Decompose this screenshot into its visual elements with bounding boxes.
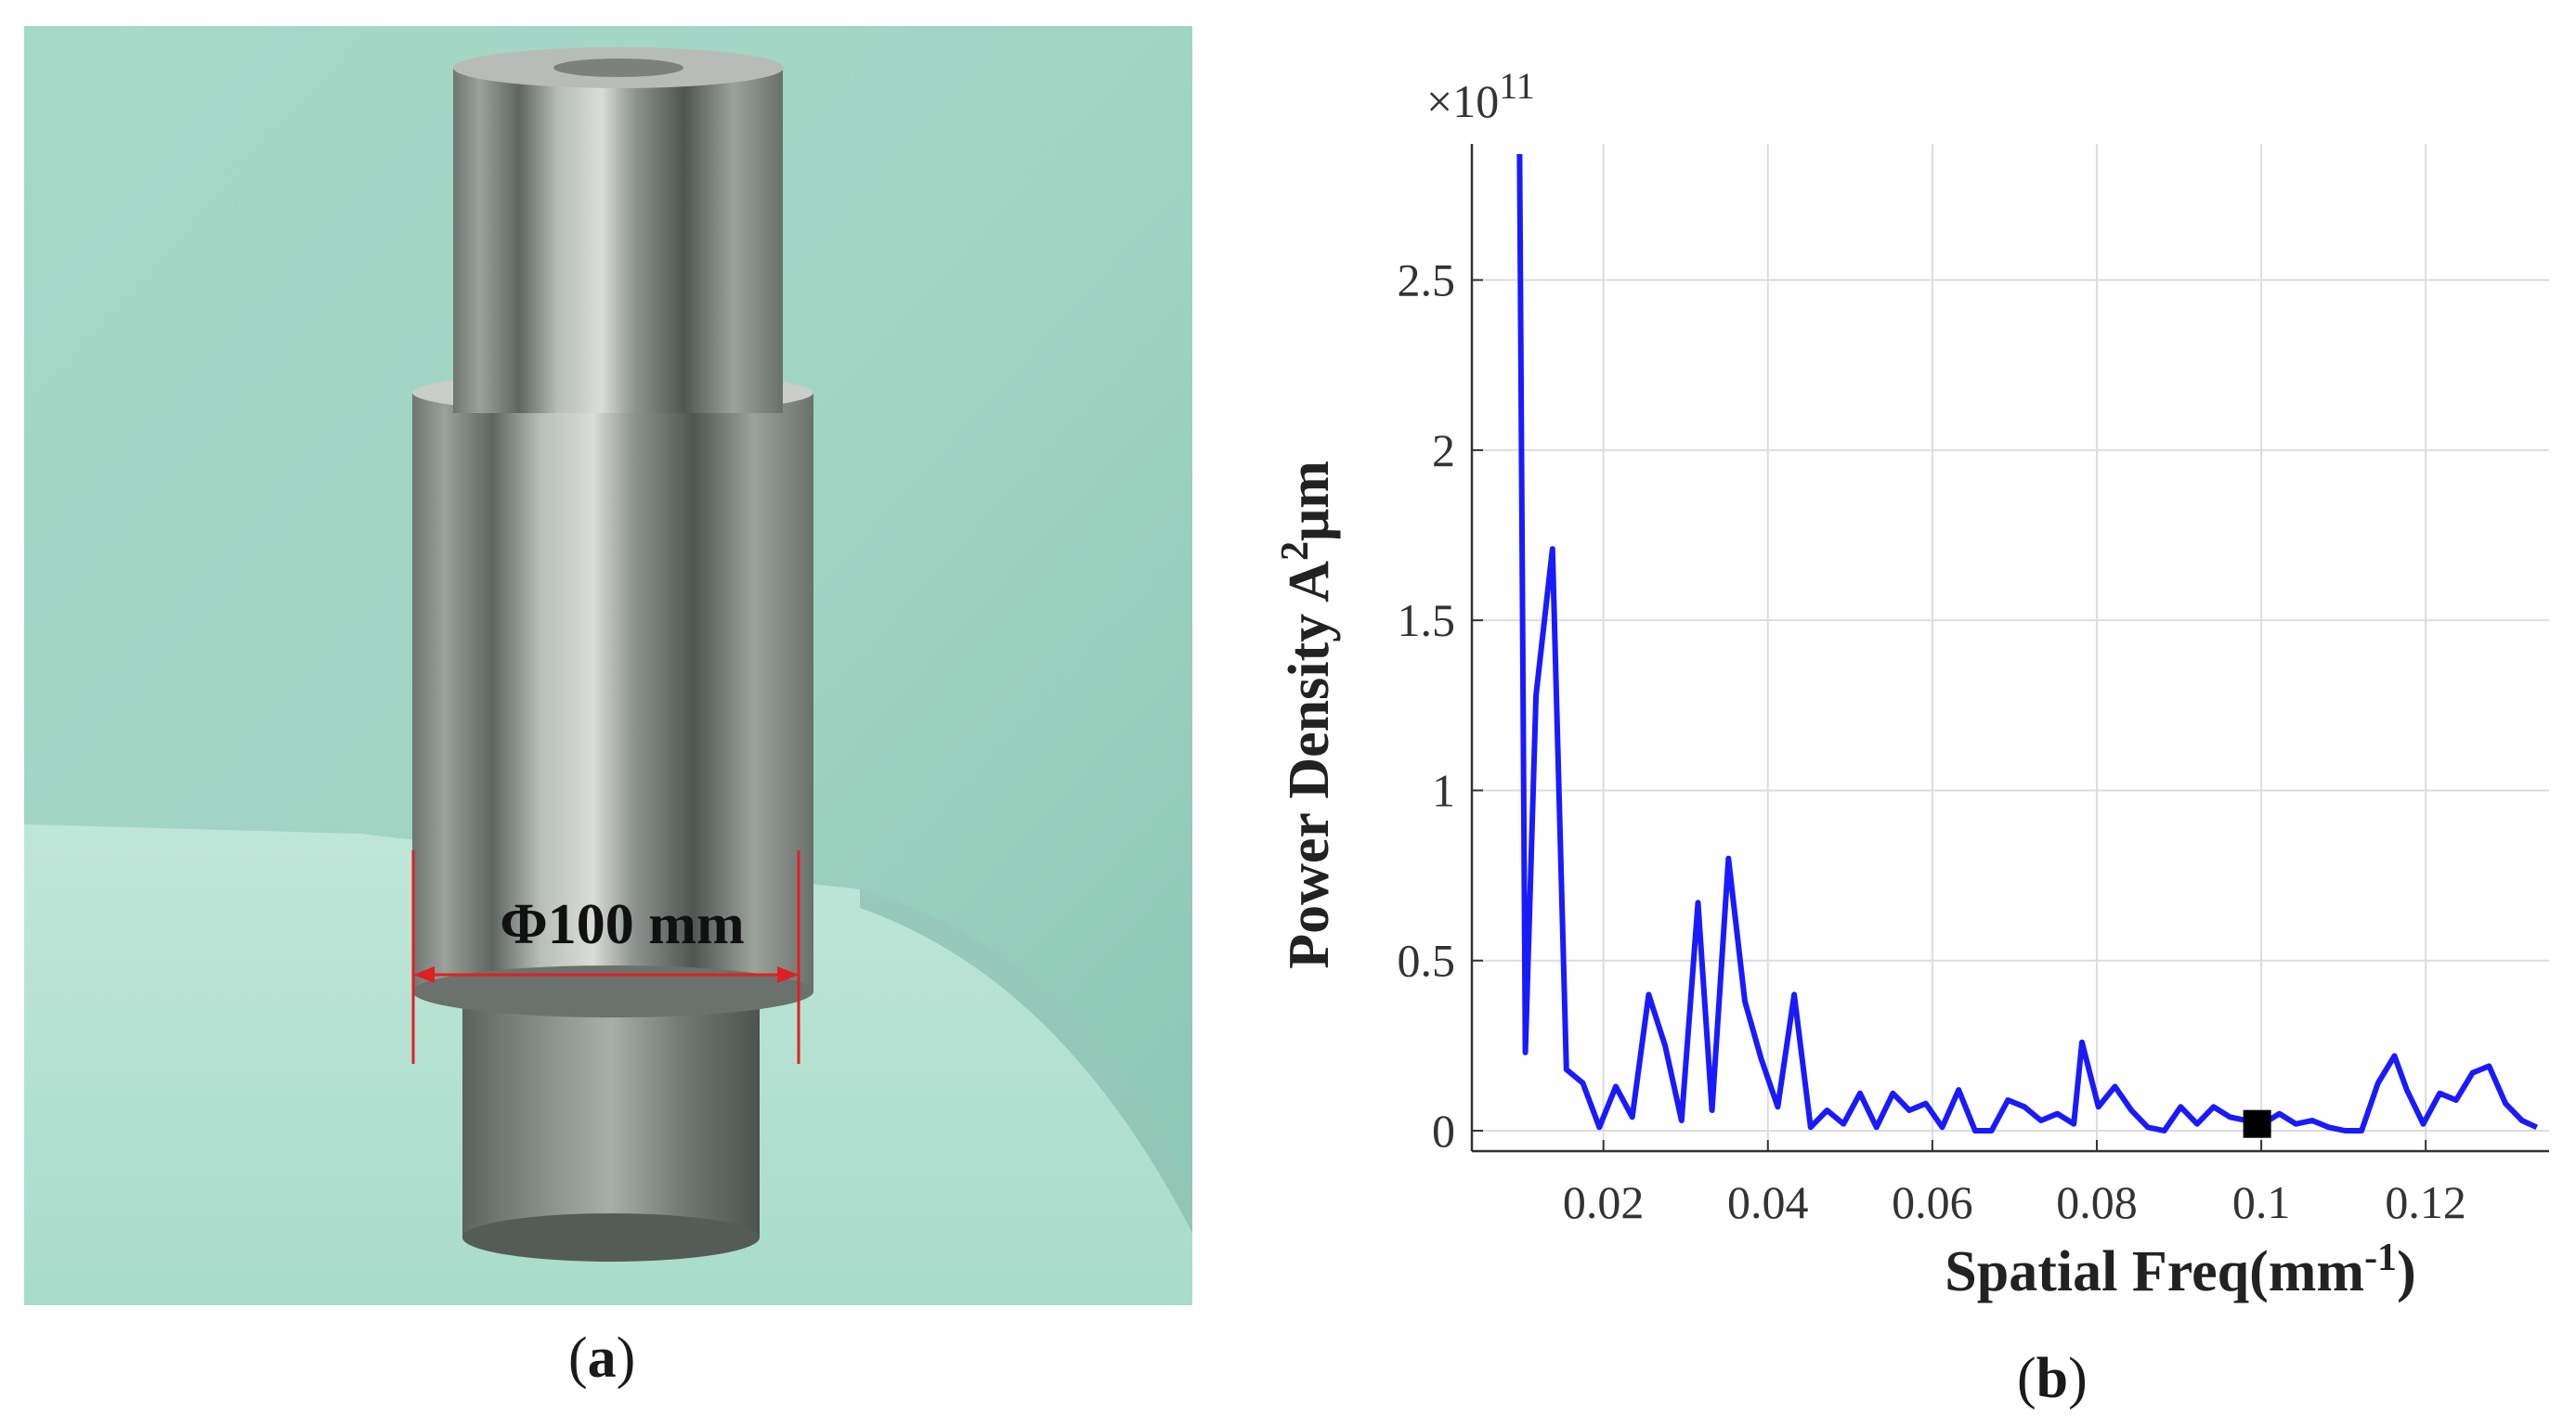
data-marker-square bbox=[2243, 1109, 2271, 1138]
chart-axes bbox=[1470, 144, 2549, 1153]
x-tick-label-0: 0.02 bbox=[1563, 1176, 1645, 1228]
series-line-psd bbox=[1516, 153, 2538, 1134]
shaft-middle-section bbox=[412, 393, 813, 991]
x-tick-label-4: 0.1 bbox=[2232, 1176, 2291, 1228]
x-tick-label-3: 0.08 bbox=[2056, 1176, 2138, 1228]
x-axis-title: Spatial Freq(mm-1) bbox=[1945, 1237, 2415, 1303]
panel-label-a: (a) bbox=[568, 1327, 636, 1390]
chart-ticks: 0.02 0.04 0.06 0.08 0.1 0.12 0 0.5 1 1.5 2 2.5 bbox=[1398, 254, 2466, 1228]
diameter-label: Φ100 mm bbox=[500, 893, 744, 956]
x-tick-label-1: 0.04 bbox=[1727, 1176, 1809, 1228]
dimension-arrow-right bbox=[777, 966, 799, 983]
y-axis-title: Power Density A2μm bbox=[1274, 460, 1341, 969]
shaft-photo: Φ100 mm bbox=[24, 26, 1192, 1305]
y-tick-label-3: 1.5 bbox=[1398, 594, 1456, 646]
y-exponent-label: ×1011 bbox=[1426, 65, 1535, 127]
shaft-upper-section bbox=[453, 68, 783, 413]
y-tick-label-2: 1 bbox=[1432, 764, 1455, 816]
chart-series bbox=[1516, 153, 2538, 1138]
x-tick-label-5: 0.12 bbox=[2385, 1176, 2466, 1228]
panel-label-b: (b) bbox=[2017, 1347, 2088, 1410]
y-tick-label-5: 2.5 bbox=[1398, 254, 1456, 306]
y-tick-label-1: 0.5 bbox=[1398, 935, 1456, 987]
psd-chart: 0.02 0.04 0.06 0.08 0.1 0.12 0 0.5 1 1.5 2 2.5 ×101… bbox=[1244, 37, 2563, 1420]
dimension-arrow-left bbox=[413, 966, 435, 983]
chart-grid bbox=[1472, 144, 2549, 1151]
y-tick-label-0: 0 bbox=[1432, 1105, 1455, 1157]
x-tick-label-2: 0.06 bbox=[1892, 1176, 1973, 1228]
y-tick-label-4: 2 bbox=[1432, 424, 1455, 476]
